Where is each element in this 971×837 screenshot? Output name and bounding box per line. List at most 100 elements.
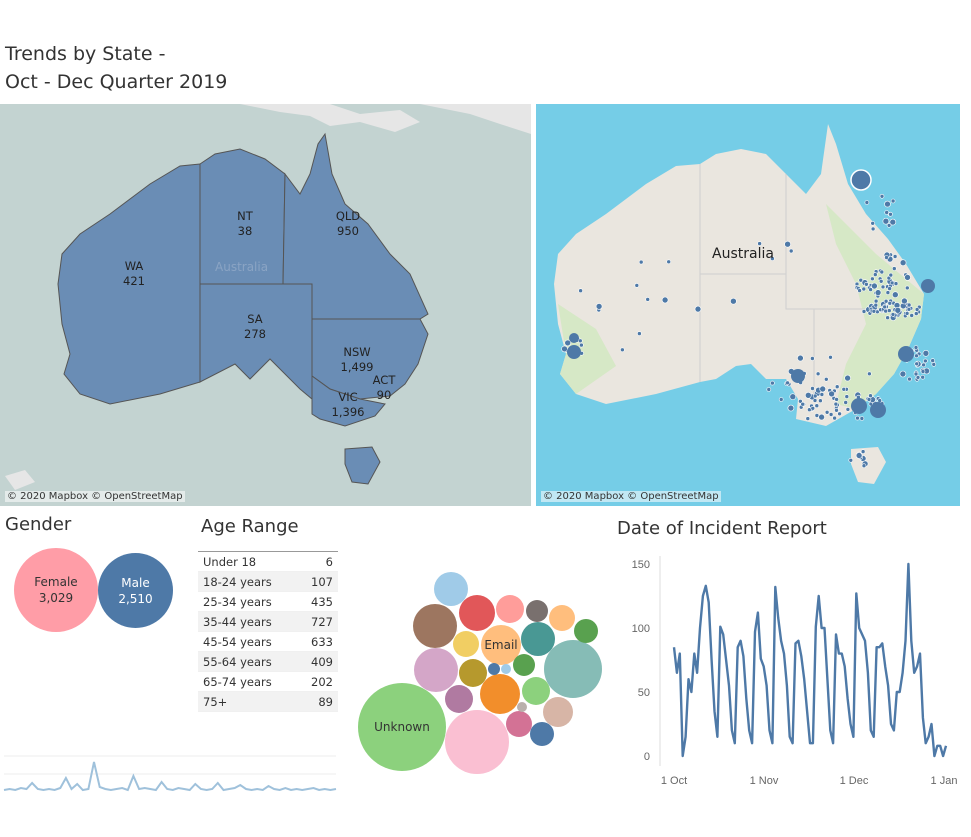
incident-point[interactable] [845, 407, 851, 412]
incident-point[interactable] [844, 394, 850, 399]
incident-point[interactable] [814, 403, 820, 409]
incident-point[interactable] [904, 285, 910, 291]
state-vic-shape[interactable] [311, 375, 386, 427]
channel-bubble[interactable] [480, 674, 520, 714]
incident-point[interactable] [857, 288, 862, 293]
incident-point[interactable] [579, 342, 584, 348]
incident-point[interactable] [861, 463, 867, 469]
incident-point[interactable] [870, 276, 875, 282]
incident-point[interactable] [886, 308, 892, 313]
incident-point[interactable] [810, 386, 815, 391]
incident-point[interactable] [920, 374, 926, 380]
incident-point[interactable] [834, 397, 839, 402]
channel-bubble[interactable] [413, 604, 457, 648]
incident-point[interactable] [867, 371, 872, 377]
channel-bubble[interactable] [544, 640, 602, 698]
incident-point[interactable] [804, 391, 812, 399]
incident-point[interactable] [913, 311, 919, 316]
incident-point[interactable] [890, 312, 896, 317]
channel-bubble[interactable] [414, 648, 458, 692]
incident-point[interactable] [883, 298, 889, 304]
incident-point[interactable] [823, 376, 829, 382]
channel-bubble[interactable] [530, 722, 554, 746]
incident-point[interactable] [922, 350, 930, 357]
age-row[interactable]: 35-44 years 727 [198, 612, 338, 632]
incident-point[interactable] [810, 356, 815, 361]
incident-point[interactable] [824, 409, 830, 415]
incident-point[interactable] [637, 331, 642, 336]
incident-point[interactable] [888, 212, 893, 217]
incident-point[interactable] [907, 376, 912, 382]
incident-point[interactable] [694, 305, 702, 313]
age-row[interactable]: 55-64 years 409 [198, 652, 338, 672]
incident-point[interactable] [890, 198, 896, 204]
incident-point[interactable] [770, 380, 775, 386]
incident-line-chart[interactable]: 0 50 100 150 1 Oct 1 Nov 1 Dec 1 Jan [612, 548, 967, 793]
incident-point[interactable] [920, 369, 926, 374]
incident-point[interactable] [914, 353, 919, 359]
incident-point[interactable] [661, 296, 669, 304]
incident-point[interactable] [899, 259, 907, 266]
incident-point[interactable] [887, 300, 893, 306]
incident-point[interactable] [885, 290, 891, 295]
incident-point[interactable] [909, 313, 915, 318]
incident-point[interactable] [828, 355, 833, 360]
unknown-bubble[interactable]: Unknown [358, 683, 446, 771]
incident-point[interactable] [879, 194, 885, 199]
incident-point[interactable] [819, 385, 827, 393]
channel-bubble[interactable] [488, 663, 500, 675]
incident-point[interactable] [843, 400, 849, 405]
incident-point[interactable] [882, 304, 888, 310]
incident-point[interactable] [930, 358, 936, 363]
age-row[interactable]: 45-54 years 633 [198, 632, 338, 652]
incident-point[interactable] [645, 297, 650, 302]
incident-cluster[interactable] [898, 346, 914, 362]
incident-point[interactable] [893, 281, 899, 286]
channel-bubble[interactable] [459, 659, 487, 687]
incident-point[interactable] [638, 259, 644, 265]
channel-bubble[interactable] [574, 619, 598, 643]
incident-point[interactable] [891, 291, 899, 298]
incident-point[interactable] [880, 284, 886, 290]
incident-point[interactable] [561, 345, 568, 353]
channel-bubble[interactable] [434, 572, 468, 606]
incident-point[interactable] [891, 266, 897, 271]
incident-point[interactable] [889, 280, 895, 286]
incident-point[interactable] [800, 401, 806, 407]
incident-point[interactable] [871, 309, 877, 314]
incident-point[interactable] [864, 282, 869, 287]
incident-point[interactable] [778, 397, 784, 402]
incident-point[interactable] [915, 375, 921, 380]
incident-cluster[interactable] [567, 345, 581, 359]
channel-bubble[interactable] [506, 711, 532, 737]
incident-point[interactable] [904, 311, 910, 316]
incident-point[interactable] [873, 302, 879, 308]
incident-point[interactable] [899, 370, 907, 378]
incident-count-line[interactable] [672, 562, 948, 758]
incident-point[interactable] [871, 282, 878, 290]
incident-point[interactable] [882, 217, 890, 225]
large-point-cairns[interactable] [850, 169, 872, 191]
incident-point[interactable] [577, 338, 583, 344]
state-filled-map[interactable]: WA 421 NT 38 QLD 950 SA 278 NSW 1,499 AC… [0, 104, 531, 506]
state-wa-shape[interactable] [57, 163, 201, 405]
incident-point[interactable] [810, 405, 816, 411]
incident-point[interactable] [878, 279, 884, 284]
incident-point[interactable] [818, 413, 825, 421]
incident-point[interactable] [921, 362, 926, 368]
incident-point[interactable] [884, 255, 889, 260]
incident-point[interactable] [906, 302, 912, 308]
channel-bubble[interactable] [517, 702, 527, 712]
incident-point[interactable] [913, 345, 919, 350]
incident-point[interactable] [841, 386, 847, 392]
incident-point[interactable] [888, 272, 894, 278]
incident-point[interactable] [901, 297, 908, 305]
incident-point[interactable] [797, 354, 804, 362]
age-row[interactable]: Under 18 6 [198, 552, 338, 572]
channel-bubble[interactable] [522, 677, 550, 705]
incident-point[interactable] [884, 210, 890, 215]
state-tas-shape[interactable] [344, 446, 381, 485]
incident-point[interactable] [805, 416, 811, 421]
incident-point[interactable] [578, 288, 583, 293]
channel-bubble[interactable] [445, 710, 509, 774]
